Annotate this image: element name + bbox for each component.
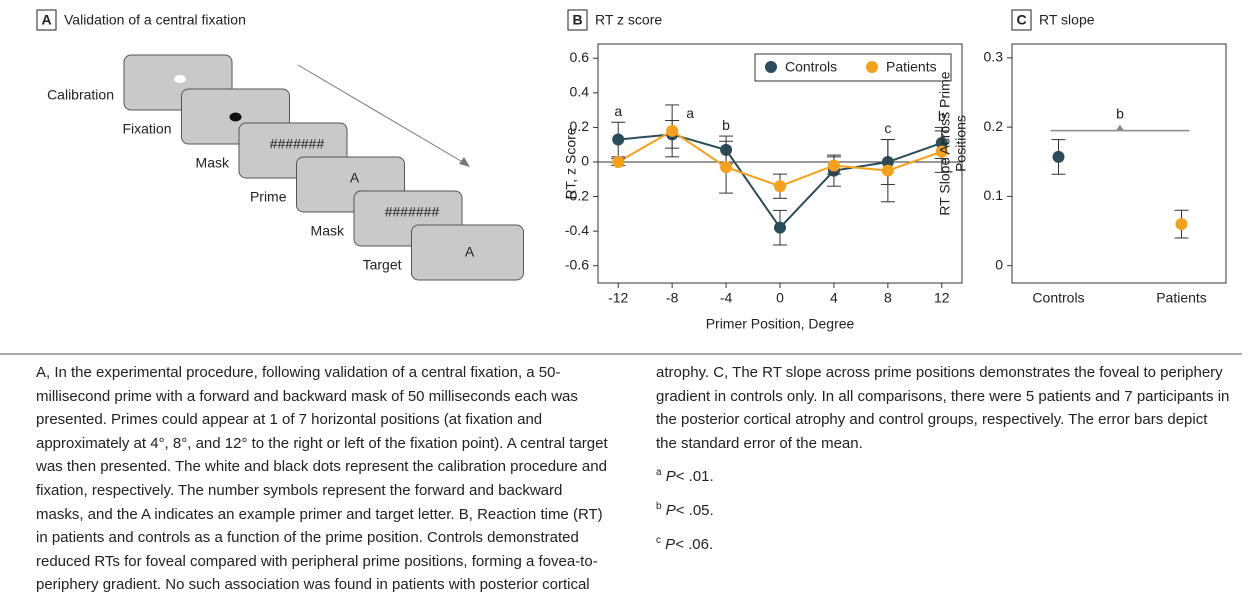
x-axis-label: Primer Position, Degree [706,316,855,332]
y-tick-label: 0.2 [570,118,590,134]
footnote: c P< .06. [656,529,1230,557]
legend-marker [765,61,777,73]
panel-letter-box [567,9,588,31]
screen-label: Mask [196,155,230,171]
panel-title: Validation of a central fixation [64,12,246,28]
screen-label: Calibration [47,87,114,103]
significance-label: c [884,120,891,136]
x-tick-label: 4 [830,290,838,306]
significance-label: a [614,103,622,119]
y-tick-label: 0 [995,256,1003,272]
y-axis-label: RT, z Score [563,127,579,199]
y-tick-label: 0.1 [984,187,1004,203]
marker [774,180,786,193]
footnote-text: < .05. [675,501,714,519]
screen-content: ####### [270,136,325,152]
significance-label: a [686,105,694,121]
legend-label: Controls [785,59,837,75]
marker [612,133,625,146]
arrow-head [459,157,470,167]
y-axis-label: RT Slope Across Prime [937,71,953,215]
legend-box [754,53,952,82]
screen-label: Target [363,257,402,273]
marker [935,145,948,158]
y-tick-label: 0.4 [570,84,590,100]
significance-label: b [722,117,730,133]
plot-frame [1011,43,1227,284]
caption: A, In the experimental procedure, follow… [36,361,1230,605]
y-tick-label: 0 [581,153,589,169]
screen-content: A [350,170,360,186]
x-tick-label: Controls [1032,290,1084,306]
footnote-p: P [665,468,676,486]
x-tick-label: 12 [934,290,950,306]
time-arrow [297,64,467,165]
footnote-text: < .06. [675,535,714,553]
marker [827,159,840,172]
panel-title: RT slope [1039,12,1095,28]
x-tick-label: Patients [1156,290,1207,306]
screen-label: Mask [311,223,345,239]
panel-letter-box [1011,9,1032,31]
screen-content: ####### [385,204,440,220]
screen-label: Prime [250,189,287,205]
footnote-text: < .01. [675,468,714,486]
significance-label: b [938,108,946,124]
screen-content: A [465,244,475,260]
marker [881,164,894,177]
panel-letter: A [41,12,51,28]
marker [1052,150,1065,163]
x-tick-label: -8 [666,290,679,306]
footnote-mark: a [656,467,662,479]
y-tick-label: 0.2 [984,118,1004,134]
panel-letter: C [1016,12,1026,28]
footnote-p: P [665,501,676,519]
legend-marker [866,61,878,73]
panel-title: RT z score [595,12,662,28]
significance-marker [1116,124,1124,131]
x-tick-label: 8 [884,290,892,306]
significance-label: b [1116,105,1124,121]
x-tick-label: -12 [608,290,628,306]
panel-letter-box [36,9,57,31]
marker [666,124,679,137]
marker [1175,218,1188,231]
screen-label: Fixation [122,121,171,137]
footnote: b P< .05. [656,495,1230,523]
y-tick-label: 0.6 [570,49,590,65]
y-tick-label: -0.6 [565,256,589,272]
y-tick-label: -0.4 [565,222,589,238]
y-tick-label: -0.2 [565,187,589,203]
footnote-p: P [665,535,676,553]
footnote-mark: c [656,534,661,546]
y-tick-label: 0.3 [984,49,1004,65]
figure: A Validation of a central fixation Calibra… [0,9,1242,355]
footnote: a P< .01. [656,461,1230,489]
y-axis-label: Positions [953,115,969,172]
caption-text: A, In the experimental procedure, follow… [36,364,1230,594]
screen [411,224,524,281]
panel-letter: B [572,12,582,28]
x-tick-label: -4 [720,290,733,306]
marker [612,156,625,168]
fixation-dot [229,112,242,122]
x-tick-label: 0 [776,290,784,306]
calibration-dot [174,75,186,83]
footnote-mark: b [656,500,662,512]
marker [720,161,733,174]
marker [774,221,786,234]
legend-label: Patients [886,59,937,75]
